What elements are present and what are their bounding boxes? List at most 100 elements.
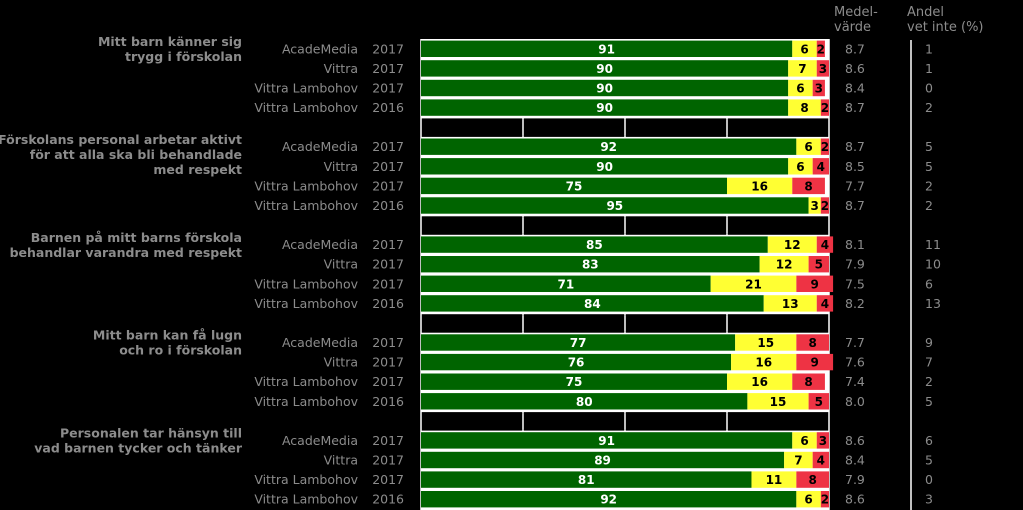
data-label: 5 [815,258,823,272]
year-label: 2016 [372,100,404,115]
unit-label: Vittra Lambohov [254,492,358,507]
data-label: 8 [809,336,817,350]
data-label: 83 [582,258,599,272]
data-label: 13 [782,297,799,311]
mean-value: 7.4 [845,374,865,389]
unit-label: Vittra [324,61,358,76]
bar-segment-negative [808,256,829,273]
year-label: 2017 [372,472,404,487]
mean-value: 8.7 [845,100,865,115]
data-label: 11 [766,473,783,487]
bar-segment-negative [816,236,834,253]
bar-segment-neutral [727,177,793,195]
year-label: 2017 [372,41,404,56]
bar-segment-positive [421,451,785,469]
unit-label: Vittra Lambohov [254,472,358,487]
mean-value: 8.7 [845,198,865,213]
dontknow-value: 5 [925,453,933,468]
unit-label: AcadeMedia [282,237,358,252]
dontknow-value: 0 [925,81,933,96]
data-label: 2 [821,493,829,507]
mean-value: 7.5 [845,276,865,291]
data-label: 9 [811,277,819,291]
dontknow-value: 2 [925,178,933,193]
data-label: 75 [566,375,583,389]
bar-segment-neutral [751,471,797,488]
bar-segment-negative [792,373,825,390]
data-label: 3 [819,62,827,76]
bar-segment-negative [792,177,825,195]
data-label: 90 [596,82,613,96]
bar-segment-positive [421,256,760,273]
bar-segment-neutral [796,138,821,155]
bar-segment-positive [421,275,711,292]
unit-label: Vittra [324,453,358,468]
data-label: 90 [596,160,613,174]
bar-segment-neutral [731,353,797,371]
data-label: 6 [796,82,804,96]
year-label: 2017 [372,159,404,174]
data-label: 89 [594,454,611,468]
dontknow-value: 11 [925,237,941,252]
bar-segment-negative [796,334,829,351]
bar-segment-negative [796,471,829,488]
mean-value: 7.6 [845,355,865,370]
mean-header-line2: värde [834,20,872,35]
dontknow-value: 3 [925,492,933,507]
dontknow-value: 5 [925,139,933,154]
data-label: 91 [598,434,615,448]
year-label: 2016 [372,296,404,311]
data-label: 8 [804,375,812,389]
year-label: 2016 [372,394,404,409]
data-label: 85 [586,238,603,252]
unit-label: Vittra Lambohov [254,394,358,409]
bar-segment-negative [812,451,829,469]
data-label: 6 [800,434,808,448]
mean-value: 8.5 [845,159,865,174]
bar-segment-positive [421,99,789,116]
unit-label: Vittra [324,159,358,174]
dontknow-value: 0 [925,472,933,487]
mean-value: 7.7 [845,178,865,193]
dontknow-value: 2 [925,198,933,213]
bar-segment-positive [421,138,797,155]
year-label: 2017 [372,335,404,350]
data-label: 2 [821,101,829,115]
question-label: Personalen tar hänsyn till [60,426,242,441]
data-label: 95 [606,199,623,213]
data-label: 77 [570,336,587,350]
unit-label: Vittra [324,355,358,370]
question-label: för att alla ska bli behandlade [30,147,242,162]
dontknow-header-line1: Andel [907,5,944,20]
data-label: 9 [811,356,819,370]
data-label: 75 [566,179,583,193]
bar-segment-neutral [788,158,813,175]
year-label: 2017 [372,276,404,291]
unit-label: Vittra Lambohov [254,81,358,96]
year-label: 2016 [372,492,404,507]
bar-segment-neutral [788,99,821,116]
mean-value: 8.4 [845,81,865,96]
data-label: 16 [755,356,772,370]
data-label: 12 [784,238,801,252]
year-label: 2017 [372,257,404,272]
year-label: 2017 [372,81,404,96]
year-label: 2017 [372,453,404,468]
data-label: 15 [757,336,774,350]
dontknow-value: 5 [925,159,933,174]
data-label: 91 [598,42,615,56]
bar-segment-negative [820,197,829,214]
data-label: 90 [596,62,613,76]
dontknow-column-header: Andel vet inte (%) [907,5,984,35]
data-label: 90 [596,101,613,115]
year-label: 2017 [372,237,404,252]
unit-label: AcadeMedia [282,139,358,154]
mean-value: 8.6 [845,61,865,76]
bar-segment-negative [808,393,829,410]
mean-value: 8.4 [845,453,865,468]
data-label: 8 [800,101,808,115]
bar-segment-positive [421,197,809,214]
data-label: 2 [821,199,829,213]
bar-segment-negative [816,60,829,77]
